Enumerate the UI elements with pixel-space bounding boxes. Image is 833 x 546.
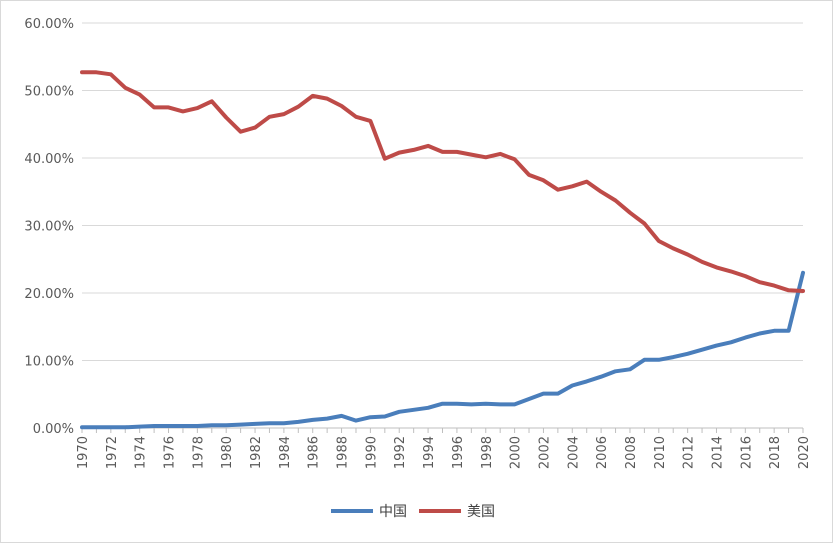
x-tick-label: 2010 <box>653 436 668 469</box>
x-tick-label: 1972 <box>105 436 120 469</box>
x-tick-label: 2018 <box>768 436 783 469</box>
x-tick-label: 2020 <box>797 436 812 469</box>
legend-label: 中国 <box>379 504 407 520</box>
y-tick-label: 40.00% <box>24 152 74 167</box>
x-tick-label: 1984 <box>278 436 293 469</box>
x-tick-label: 1986 <box>307 436 322 469</box>
x-tick-label: 2004 <box>566 436 581 469</box>
x-tick-label: 2016 <box>739 436 754 469</box>
y-tick-label: 0.00% <box>33 422 74 437</box>
x-tick-label: 1992 <box>393 436 408 469</box>
x-tick-label: 2012 <box>682 436 697 469</box>
x-tick-label: 2014 <box>710 436 725 469</box>
x-tick-label: 1990 <box>364 436 379 469</box>
x-tick-label: 1998 <box>480 436 495 469</box>
x-tick-label: 1982 <box>249 436 264 469</box>
y-tick-label: 30.00% <box>24 220 74 235</box>
series-lines <box>80 70 805 430</box>
y-tick-label: 20.00% <box>24 287 74 302</box>
x-tick-label: 1996 <box>451 436 466 469</box>
x-tick-label: 1976 <box>163 436 178 469</box>
x-tick-label: 1980 <box>220 436 235 469</box>
x-tick-label: 2008 <box>624 436 639 469</box>
y-tick-label: 50.00% <box>24 85 74 100</box>
legend: 中国 美国 <box>331 504 495 520</box>
x-tick-label: 1988 <box>336 436 351 469</box>
x-tick-label: 1978 <box>191 436 206 469</box>
gridlines <box>81 22 804 433</box>
x-tick-label: 2002 <box>537 436 552 469</box>
x-tick-label: 1974 <box>134 436 149 469</box>
x-tick-label: 1994 <box>422 436 437 469</box>
x-tick-label: 1970 <box>76 436 91 469</box>
x-axis-tick-labels: 1970 1972 1974 1976 1978 1980 1982 1984 1986 1988… <box>76 436 812 469</box>
x-tick-label: 2000 <box>509 436 524 469</box>
y-axis-tick-labels: 0.00% 10.00% 20.00% 30.00% 40.00% 50.00% 60.00… <box>24 17 74 437</box>
series-line-china <box>80 270 805 430</box>
y-tick-label: 60.00% <box>24 17 74 32</box>
x-tick-label: 2006 <box>595 436 610 469</box>
y-tick-label: 10.00% <box>24 355 74 370</box>
legend-label: 美国 <box>467 504 495 520</box>
series-line-usa <box>80 70 805 293</box>
